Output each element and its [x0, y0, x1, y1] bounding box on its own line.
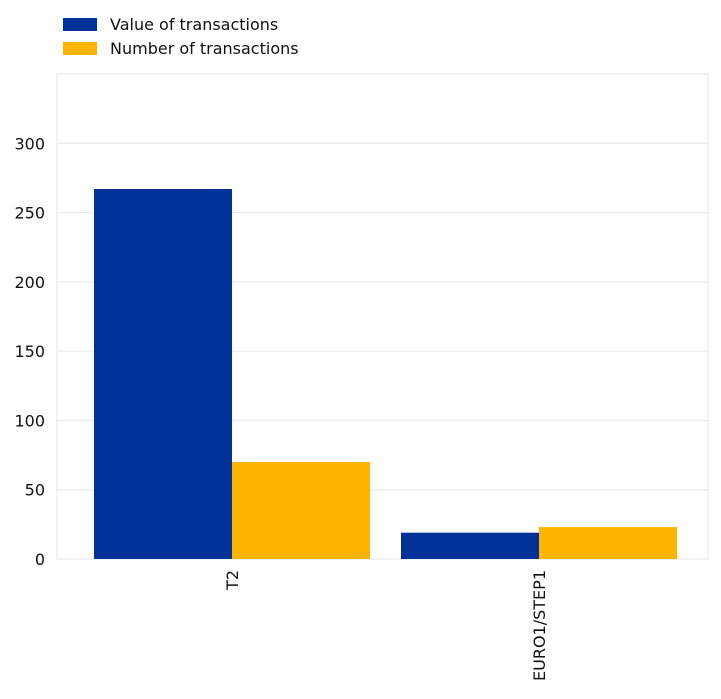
x-tick-label: T2	[223, 570, 242, 591]
legend-label: Number of transactions	[110, 39, 299, 58]
bar-value-of-transactions	[401, 532, 539, 559]
legend-swatch	[63, 18, 97, 31]
y-tick-label: 300	[14, 134, 45, 153]
bar-number-of-transactions	[539, 527, 677, 559]
y-tick-label: 50	[25, 481, 45, 500]
x-tick-label: EURO1/STEP1	[530, 570, 549, 681]
y-tick-label: 100	[14, 411, 45, 430]
bar-number-of-transactions	[232, 462, 370, 559]
y-tick-label: 150	[14, 342, 45, 361]
y-tick-label: 250	[14, 204, 45, 223]
y-tick-label: 200	[14, 273, 45, 292]
y-tick-label: 0	[35, 550, 45, 569]
plot-area	[56, 73, 709, 560]
legend-label: Value of transactions	[110, 15, 278, 34]
bar-value-of-transactions	[94, 189, 232, 559]
legend-swatch	[63, 42, 97, 55]
